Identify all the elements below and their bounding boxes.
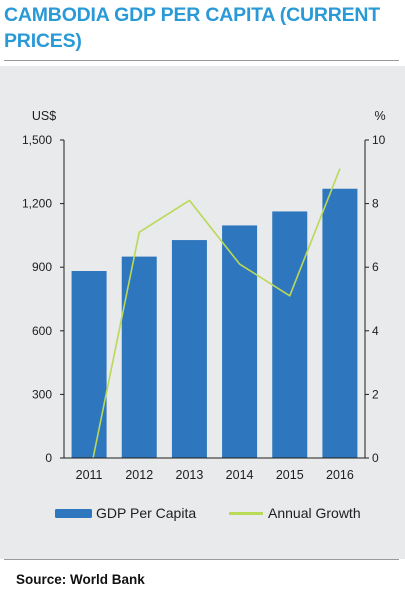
right-axis-tick-label: 10 [372,133,386,147]
growth-line-series [92,168,341,459]
legend-label-growth: Annual Growth [268,505,361,521]
bar-series [71,188,358,458]
legend: GDP Per Capita Annual Growth [55,505,361,521]
left-axis-tick-label: 300 [32,387,52,401]
left-axis-tick-label: 0 [45,451,52,465]
right-axis-tick-label: 0 [372,451,379,465]
left-axis-tick-label: 600 [32,324,52,338]
bar-2012 [121,256,157,458]
legend-swatch-gdp [55,509,92,518]
x-axis: 2011 2012 2013 2014 2015 2016 [76,468,354,482]
x-axis-tick-label: 2016 [326,468,354,482]
bar-2011 [71,271,107,458]
x-axis-tick-label: 2011 [76,468,103,482]
source-note: Source: World Bank [16,572,145,587]
left-axis-unit-label: US$ [32,109,56,123]
bar-2014 [222,225,258,458]
left-axis: 0 300 600 900 1,200 1,500 [22,133,52,465]
footer-divider [4,559,399,560]
x-axis-tick-label: 2014 [226,468,254,482]
left-axis-tick-label: 1,500 [22,133,52,147]
right-axis-tick-label: 4 [372,324,379,338]
x-axis-tick-label: 2013 [176,468,204,482]
left-axis-tick-label: 900 [32,260,52,274]
axis-lines [60,139,369,459]
right-axis-tick-label: 6 [372,260,379,274]
title-divider [4,60,399,61]
right-axis-unit-label: % [374,109,385,123]
x-axis-tick-label: 2015 [276,468,304,482]
x-axis-tick-label: 2012 [125,468,153,482]
right-axis-tick-label: 2 [372,387,379,401]
legend-label-gdp: GDP Per Capita [96,505,196,521]
left-axis-tick-label: 1,200 [22,197,52,211]
bar-2015 [272,211,308,458]
right-axis: 0 2 4 6 8 10 [372,133,386,465]
bar-2013 [171,240,207,458]
growth-line [92,168,341,459]
bar-2016 [322,188,358,458]
right-axis-tick-label: 8 [372,197,379,211]
chart-title: CAMBODIA GDP PER CAPITA (CURRENT PRICES) [4,4,381,52]
